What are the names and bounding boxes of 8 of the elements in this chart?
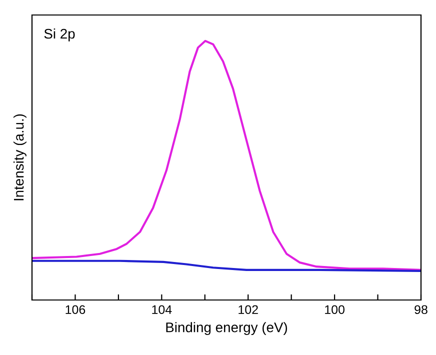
x-axis-title: Binding energy (eV) — [166, 322, 288, 336]
y-axis-title: Intensity (a.u.) — [13, 114, 26, 200]
annotation: Si 2p — [44, 28, 75, 42]
x-tick-label: 98 — [414, 305, 428, 314]
x-tick-label: 102 — [238, 305, 258, 314]
x-tick-label: 100 — [325, 305, 344, 314]
x-tick-label: 104 — [152, 305, 172, 314]
x-tick-label: 106 — [66, 305, 86, 314]
